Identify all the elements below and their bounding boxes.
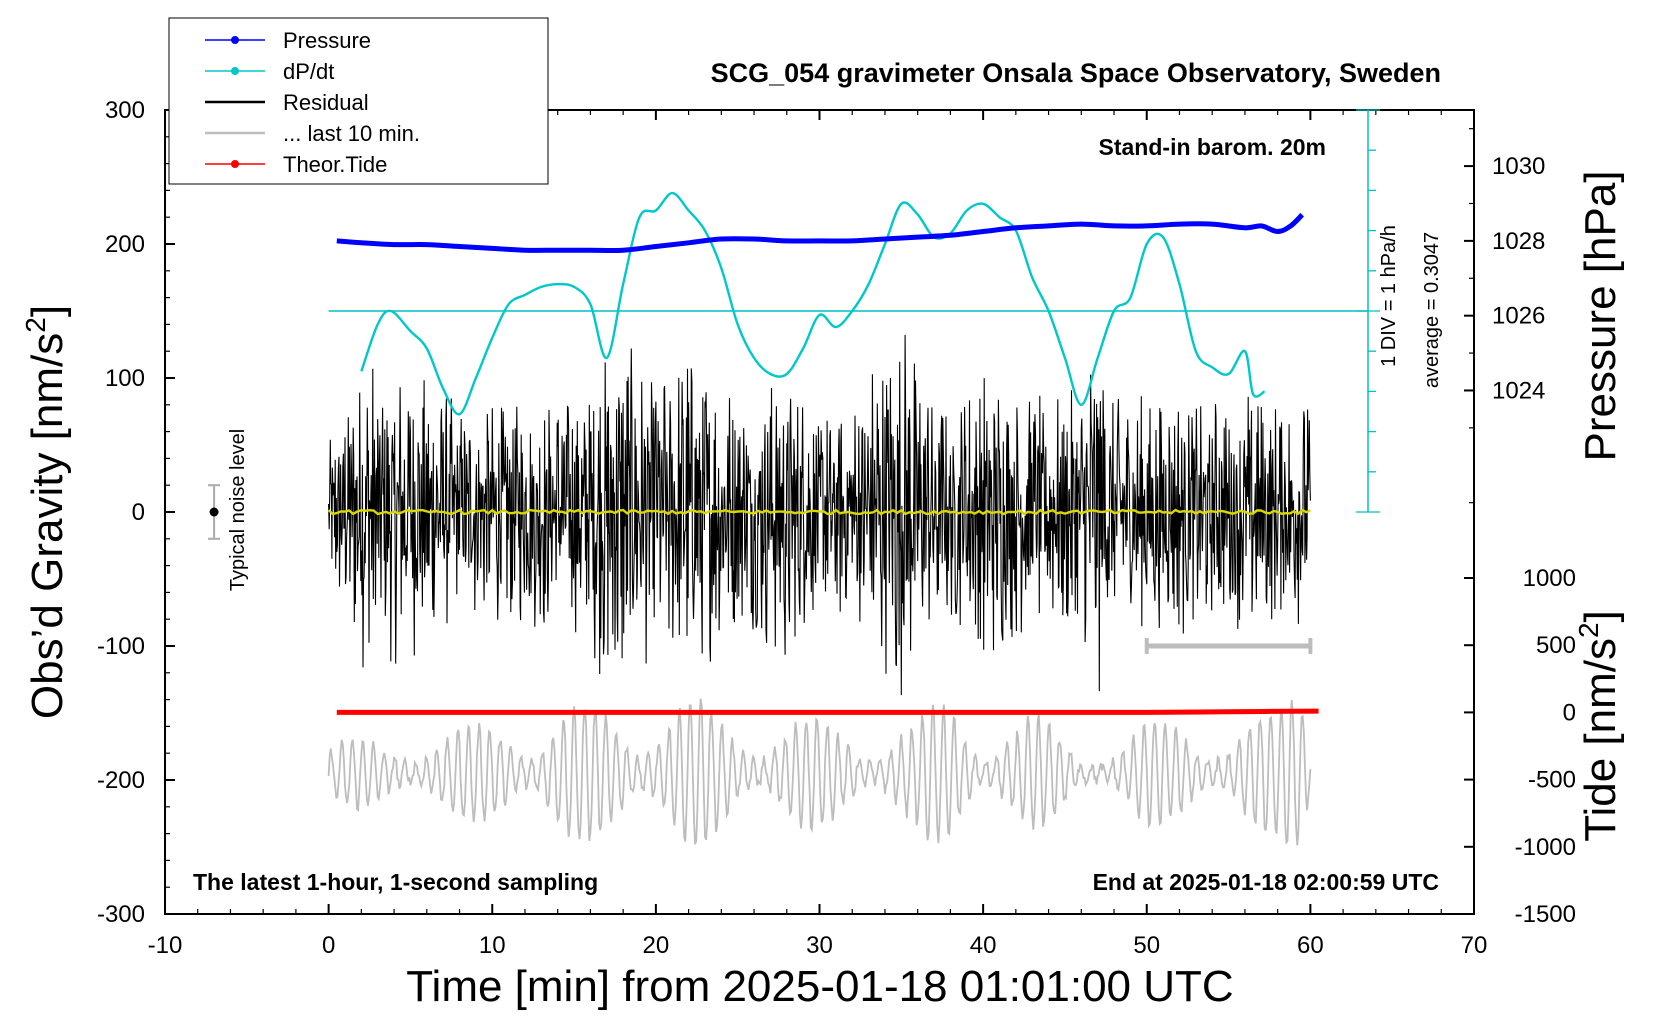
theoretical-tide-line [336, 708, 1319, 715]
x-tick-label: 60 [1297, 932, 1324, 959]
average-note: average = 0.3047 [1421, 232, 1443, 388]
pressure-tick-label: 1030 [1492, 153, 1545, 180]
y-left-axis-title: Obs’d Gravity [nm/s2] [20, 305, 72, 719]
tide-tick-label: 0 [1563, 699, 1576, 726]
x-tick-label: 20 [643, 932, 670, 959]
last10-series [327, 698, 1312, 846]
y-left-tick-label: -200 [97, 767, 145, 794]
legend-label: Pressure [283, 28, 371, 53]
y-left-tick-label: 200 [105, 231, 145, 258]
pressure-tick-label: 1026 [1492, 303, 1545, 330]
noise-dot [209, 507, 219, 517]
x-tick-label: 70 [1461, 932, 1488, 959]
residual-series [328, 334, 1311, 696]
legend: Pressure dP/dt Residual ... last 10 min. The… [168, 17, 549, 185]
legend-marker [231, 67, 239, 75]
tide-tick-label: 500 [1536, 632, 1576, 659]
x-axis-ticks: -10 0 10 20 30 40 50 60 70 [148, 110, 1488, 959]
pressure-line [336, 212, 1305, 254]
tide-tick-label: 1000 [1523, 565, 1576, 592]
x-tick-label: 40 [970, 932, 997, 959]
y-left-title-sup: 2 [20, 317, 51, 333]
y-left-title-main: Obs’d Gravity [nm/s [23, 333, 72, 719]
latest-note: The latest 1-hour, 1-second sampling [193, 869, 598, 895]
y-left-tick-label: -300 [97, 901, 145, 928]
legend-marker [231, 160, 239, 168]
legend-label: Residual [283, 90, 369, 115]
legend-label: Theor.Tide [283, 152, 387, 177]
div-note: 1 DIV = 1 hPa/h [1378, 225, 1400, 367]
legend-marker [231, 36, 239, 44]
y-left-title-end: ] [23, 305, 72, 317]
residual-mean-line [327, 508, 1311, 516]
y-left-tick-label: 100 [105, 365, 145, 392]
y-left-tick-label: 300 [105, 97, 145, 124]
last10-range-bar [1144, 638, 1313, 654]
pressure-axis-title: Pressure [hPa] [1576, 170, 1625, 461]
legend-label: dP/dt [283, 59, 334, 84]
legend-label: ... last 10 min. [283, 121, 420, 146]
tide-title-sup: 2 [1573, 622, 1604, 638]
tide-title-main: Tide [nm/s [1576, 638, 1625, 842]
y-left-tick-label: 0 [132, 499, 145, 526]
pressure-tick-label: 1024 [1492, 377, 1545, 404]
x-tick-label: 0 [322, 932, 335, 959]
stand-in-note: Stand-in barom. 20m [1099, 134, 1326, 160]
x-tick-label: 10 [479, 932, 506, 959]
legend-items: Pressure dP/dt Residual ... last 10 min. The… [205, 28, 420, 177]
y-left-tick-label: -100 [97, 633, 145, 660]
pressure-axis-ticks: 1030 1028 1026 1024 [1464, 128, 1545, 504]
x-tick-label: 30 [806, 932, 833, 959]
left-axis-ticks: 300 200 100 0 -100 -200 -300 [97, 97, 175, 928]
last10-line [327, 698, 1312, 846]
noise-note: Typical noise level [227, 429, 249, 591]
tide-tick-label: -1000 [1515, 834, 1576, 861]
x-tick-label: -10 [148, 932, 183, 959]
end-at-note: End at 2025-01-18 02:00:59 UTC [1093, 869, 1439, 895]
tide-tick-label: -1500 [1515, 901, 1576, 928]
tide-title-end: ] [1576, 610, 1625, 622]
noise-level-indicator [208, 484, 221, 540]
dpdt-line [360, 191, 1266, 416]
pressure-tick-label: 1028 [1492, 228, 1545, 255]
tide-axis-title: Tide [nm/s2] [1573, 610, 1625, 842]
chart-title: SCG_054 gravimeter Onsala Space Observat… [711, 58, 1441, 88]
tide-tick-label: -500 [1528, 767, 1576, 794]
x-axis-title: Time [min] from 2025-01-18 01:01:00 UTC [406, 962, 1233, 1011]
x-tick-label: 50 [1133, 932, 1160, 959]
tide-axis-ticks: 1000 500 0 -500 -1000 -1500 [1464, 565, 1576, 928]
residual-line [328, 334, 1311, 696]
